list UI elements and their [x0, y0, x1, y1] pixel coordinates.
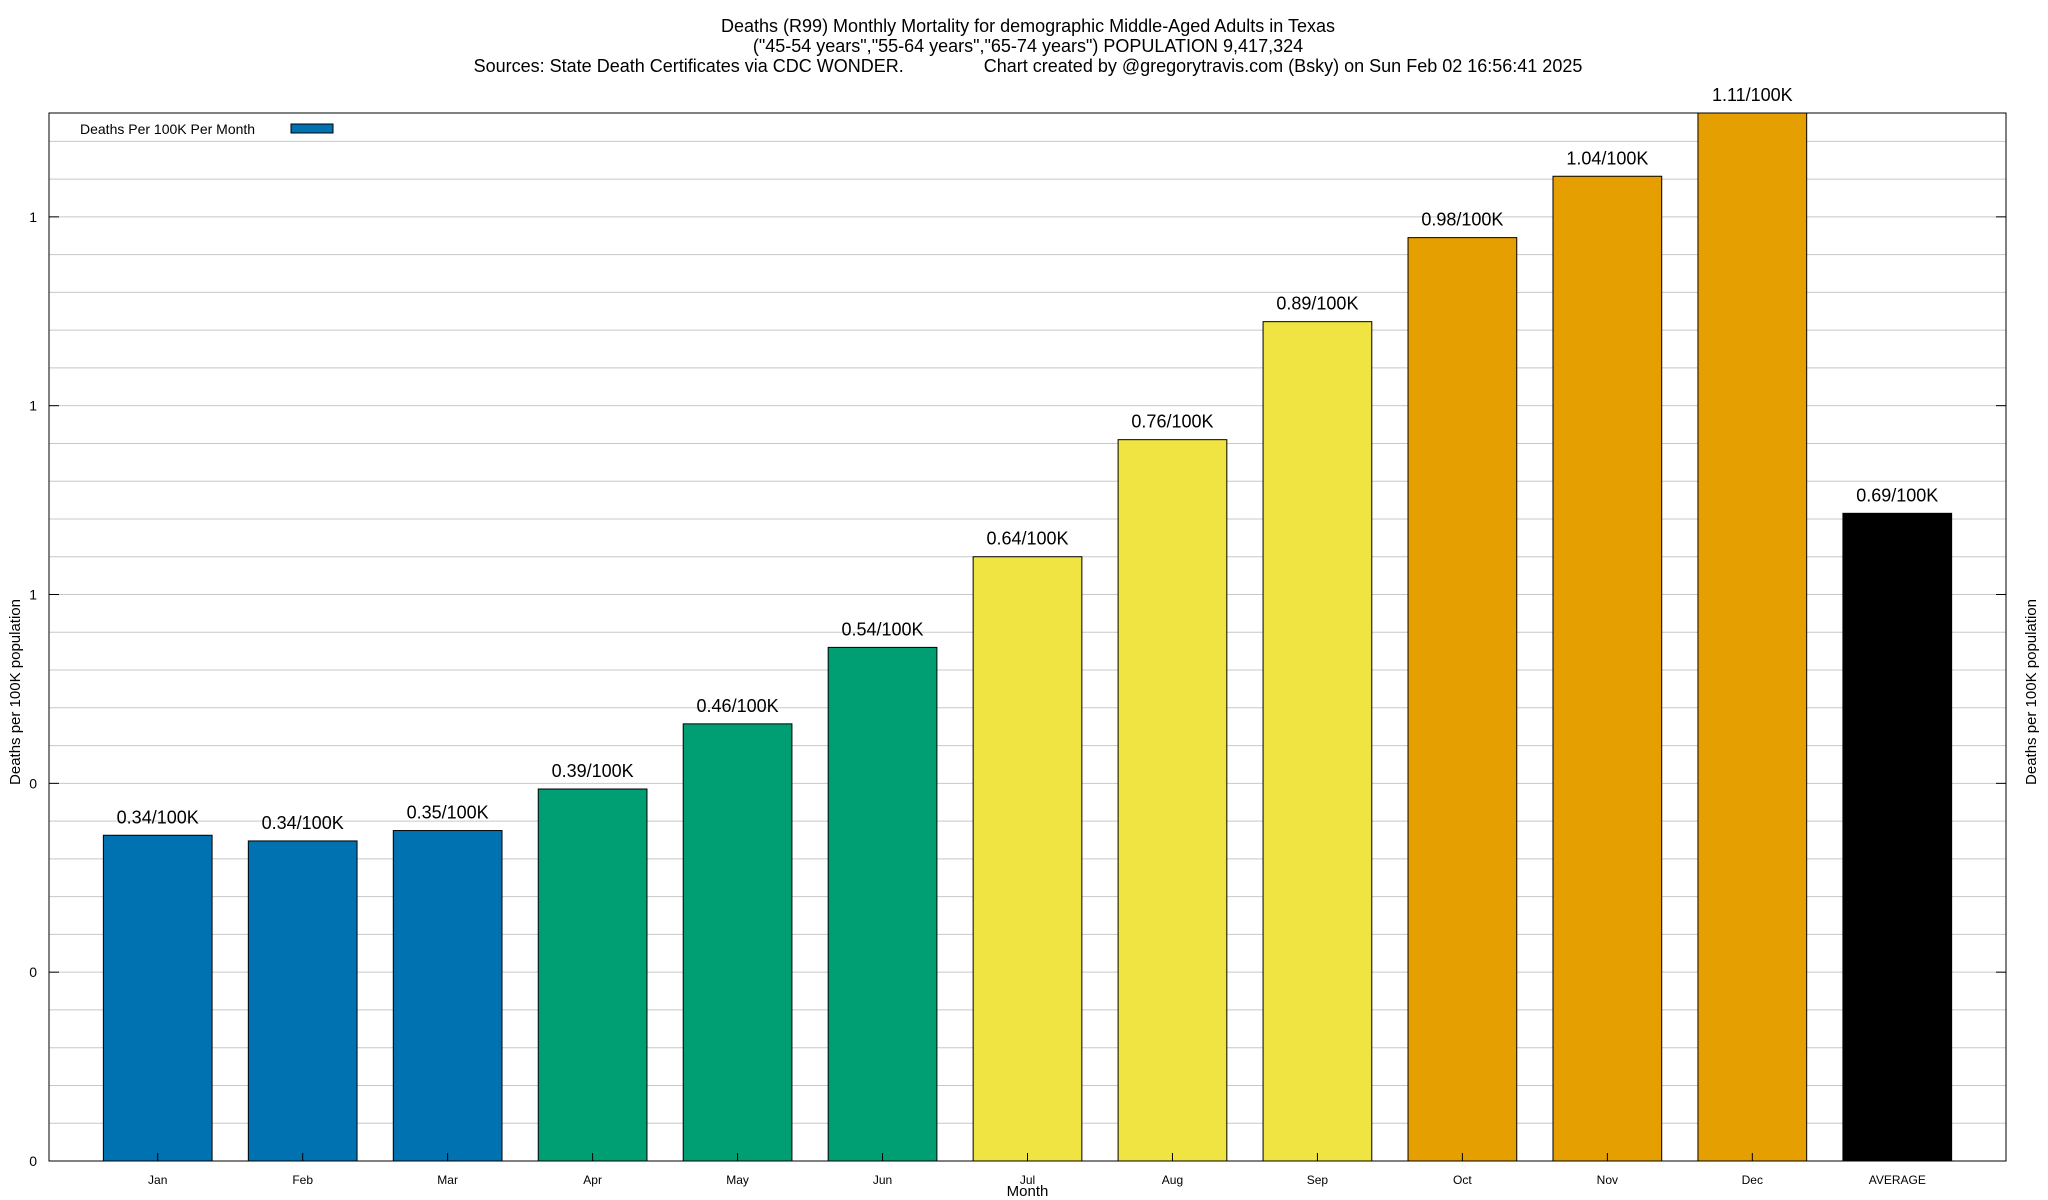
x-tick-label-oct: Oct	[1453, 1173, 1472, 1187]
title-line-1: Deaths (R99) Monthly Mortality for demog…	[721, 16, 1335, 36]
data-label-sep: 0.89/100K	[1276, 294, 1358, 314]
data-labels: 0.34/100K 0.34/100K 0.35/100K 0.39/100K 0.46…	[117, 85, 1939, 833]
bar-jan	[102, 834, 213, 1162]
x-axis-ticks: Jan Feb Mar Apr May Jun Jul Aug Sep Oct Nov Dec AVER…	[148, 1153, 1926, 1187]
x-tick-label-average: AVERAGE	[1869, 1173, 1926, 1187]
data-label-may: 0.46/100K	[697, 696, 779, 716]
bar-mar	[392, 830, 503, 1162]
bar-apr	[537, 788, 648, 1162]
y-tick-label: 1	[29, 209, 37, 225]
y-tick-label: 1	[29, 398, 37, 414]
x-tick-label-apr: Apr	[583, 1173, 602, 1187]
legend-label: Deaths Per 100K Per Month	[80, 121, 255, 137]
data-label-jul: 0.64/100K	[986, 529, 1068, 549]
x-tick-label-nov: Nov	[1597, 1173, 1618, 1187]
bar-dec	[1697, 112, 1808, 1162]
title-line-2: ("45-54 years","55-64 years","65-74 year…	[753, 36, 1303, 56]
x-tick-label-sep: Sep	[1307, 1173, 1329, 1187]
bar-sep	[1262, 321, 1373, 1162]
x-tick-label-feb: Feb	[292, 1173, 313, 1187]
y-tick-label: 0	[29, 775, 37, 791]
x-tick-label-mar: Mar	[437, 1173, 458, 1187]
bar-aug	[1117, 439, 1228, 1162]
x-tick-label-jul: Jul	[1020, 1173, 1035, 1187]
chart-title: Deaths (R99) Monthly Mortality for demog…	[474, 16, 1583, 76]
title-line-3: Sources: State Death Certificates via CD…	[474, 56, 1583, 76]
data-label-dec: 1.11/100K	[1712, 85, 1793, 105]
y-axis-ticks: 0 0 0 1 1 1	[29, 209, 2006, 1169]
bar-may	[682, 723, 793, 1162]
data-label-jan: 0.34/100K	[117, 807, 199, 827]
x-tick-label-jan: Jan	[148, 1173, 167, 1187]
x-axis-title: Month	[1007, 1183, 1049, 1200]
y2-axis-title: Deaths per 100K population	[2023, 599, 2040, 785]
y-tick-label: 1	[29, 587, 37, 603]
data-label-mar: 0.35/100K	[407, 803, 489, 823]
x-tick-label-may: May	[726, 1173, 749, 1187]
data-label-feb: 0.34/100K	[262, 813, 344, 833]
legend: Deaths Per 100K Per Month	[80, 121, 334, 137]
bar-feb	[247, 840, 358, 1162]
x-tick-label-dec: Dec	[1742, 1173, 1763, 1187]
bar-jul	[972, 556, 1083, 1162]
legend-swatch	[290, 123, 334, 134]
data-label-nov: 1.04/100K	[1566, 148, 1648, 168]
data-label-average: 0.69/100K	[1856, 485, 1938, 505]
x-tick-label-jun: Jun	[873, 1173, 892, 1187]
y-tick-label: 0	[29, 964, 37, 980]
bar-oct	[1407, 237, 1518, 1162]
bar-nov	[1552, 175, 1663, 1162]
bar-jun	[827, 646, 938, 1162]
y-axis-title: Deaths per 100K population	[7, 599, 24, 785]
bar-average	[1842, 512, 1953, 1162]
data-label-aug: 0.76/100K	[1131, 412, 1213, 432]
data-label-apr: 0.39/100K	[552, 761, 634, 781]
x-tick-label-aug: Aug	[1162, 1173, 1183, 1187]
data-label-jun: 0.54/100K	[841, 619, 923, 639]
data-label-oct: 0.98/100K	[1421, 210, 1503, 230]
y-tick-label: 0	[29, 1153, 37, 1169]
bars	[102, 112, 1953, 1162]
